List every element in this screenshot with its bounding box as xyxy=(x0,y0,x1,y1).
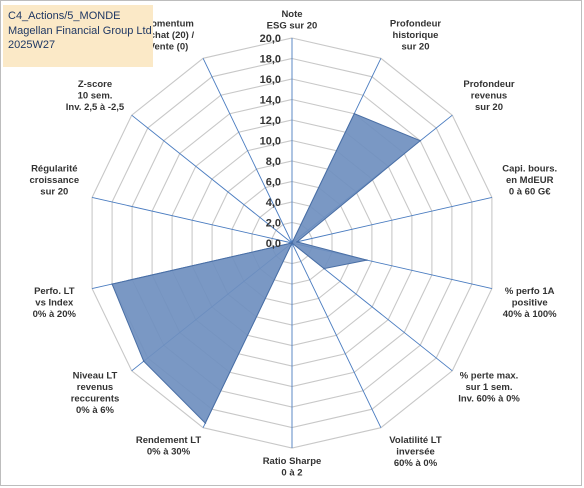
axis-label-line: sur 1 sem. xyxy=(466,382,513,393)
axis-label: Volatilité LT inversée 60% à 0% xyxy=(389,435,442,469)
axis-label-line: revenus xyxy=(471,90,507,101)
data-point xyxy=(366,259,368,261)
title-line-2: Magellan Financial Group Ltd xyxy=(8,24,152,37)
axis-label-line: Volatilité LT xyxy=(389,435,442,446)
axis-label-line: Vente (0) xyxy=(149,41,189,52)
data-point xyxy=(142,360,145,363)
axis-label: Niveau LT revenus reccurents 0% à 6% xyxy=(71,371,120,417)
axis-label-line: 60% à 0% xyxy=(394,458,438,469)
axis-label-line: Profondeur xyxy=(463,79,514,90)
data-point xyxy=(419,139,422,142)
axis-label-line: Note xyxy=(281,9,302,20)
axis-label-line: revenus xyxy=(77,382,113,393)
axis-label-line: Capi. bours. xyxy=(502,164,557,175)
tick-label: 6,0 xyxy=(266,177,281,189)
tick-label: 20,0 xyxy=(260,33,281,45)
tick-label: 18,0 xyxy=(260,54,281,66)
tick-label: 0,0 xyxy=(266,238,281,250)
axis-label: Perfo. LT vs Index 0% à 20% xyxy=(33,286,77,320)
axis-label-line: Inv. 2,5 à -2,5 xyxy=(66,102,125,113)
axis-label-line: croissance xyxy=(29,175,79,186)
axis-label-line: % perte max. xyxy=(460,371,519,382)
axis-label: Rendement LT 0% à 30% xyxy=(136,435,201,458)
axis-label-line: Régularité xyxy=(31,164,77,175)
axis-spoke xyxy=(131,114,293,244)
axis-label-line: inversée xyxy=(396,447,435,458)
axis-label-line: sur 20 xyxy=(40,187,68,198)
data-point xyxy=(296,241,298,243)
axis-spoke xyxy=(291,242,382,428)
axis-label-line: Niveau LT xyxy=(73,371,118,382)
axis-label-line: positive xyxy=(512,298,548,309)
axis-label-line: Rendement LT xyxy=(136,435,201,446)
axis-label: Ratio Sharpe 0 à 2 xyxy=(263,456,322,479)
data-point xyxy=(323,267,325,270)
tick-label: 10,0 xyxy=(260,136,281,148)
axis-label-line: Z-score xyxy=(78,79,112,90)
tick-label: 4,0 xyxy=(266,197,281,209)
tick-label: 14,0 xyxy=(260,95,281,107)
axis-label-line: Profondeur xyxy=(390,18,441,29)
axis-label-line: 40% à 100% xyxy=(503,309,557,320)
title-line-1: C4_Actions/5_MONDE xyxy=(8,10,121,22)
axis-spoke xyxy=(291,196,493,244)
axis-label: Capi. bours. en MdEUR 0 à 60 G€ xyxy=(502,164,557,198)
axis-label: Profondeur revenus sur 20 xyxy=(463,79,514,113)
axis-label-line: 0 à 60 G€ xyxy=(509,187,551,198)
axis-spoke xyxy=(91,196,293,244)
axis-label: Note ESG sur 20 xyxy=(267,9,318,32)
title-line-3: 2025W27 xyxy=(8,39,56,51)
tick-label: 2,0 xyxy=(266,218,281,230)
axis-label-line: sur 20 xyxy=(475,102,503,113)
axis-label-line: en MdEUR xyxy=(506,175,554,186)
data-point xyxy=(291,242,293,244)
axis-label-line: 0 à 2 xyxy=(281,468,302,479)
axis-label: % perte max. sur 1 sem. Inv. 60% à 0% xyxy=(458,371,520,405)
axis-label: Régularité croissance sur 20 xyxy=(29,164,79,198)
axis-label-line: 10 sem. xyxy=(78,90,113,101)
axis-label-line: 0% à 30% xyxy=(147,447,191,458)
axis-spoke xyxy=(202,58,293,244)
axis-label-line: Momentum xyxy=(143,18,194,29)
axis-label-line: Achat (20) / xyxy=(143,30,195,41)
axis-label-line: Inv. 60% à 0% xyxy=(458,394,520,405)
axis-label-line: ESG sur 20 xyxy=(267,21,318,32)
tick-label: 8,0 xyxy=(266,156,281,168)
axis-label: % perfo 1A positive 40% à 100% xyxy=(503,286,557,320)
axis-label-line: historique xyxy=(393,30,439,41)
axis-label: Z-score 10 sem. Inv. 2,5 à -2,5 xyxy=(66,79,125,113)
data-point xyxy=(353,112,356,115)
axis-label-line: sur 20 xyxy=(402,41,430,52)
axis-label-line: 0% à 6% xyxy=(76,405,115,416)
axis-label-line: % perfo 1A xyxy=(505,286,555,297)
data-point xyxy=(204,422,207,424)
tick-label: 12,0 xyxy=(260,115,281,127)
axis-label-line: vs Index xyxy=(35,298,74,309)
axis-label: Momentum Achat (20) / Vente (0) xyxy=(143,18,195,52)
axis-label-line: reccurents xyxy=(71,394,120,405)
title-box: C4_Actions/5_MONDE Magellan Financial Gr… xyxy=(3,5,153,67)
axis-label-line: 0% à 20% xyxy=(33,309,77,320)
tick-label: 16,0 xyxy=(260,74,281,86)
axis-label-line: Ratio Sharpe xyxy=(263,456,322,467)
data-point xyxy=(111,283,113,285)
axis-label: Profondeur historique sur 20 xyxy=(390,18,441,52)
axis-label-line: Perfo. LT xyxy=(34,286,75,297)
